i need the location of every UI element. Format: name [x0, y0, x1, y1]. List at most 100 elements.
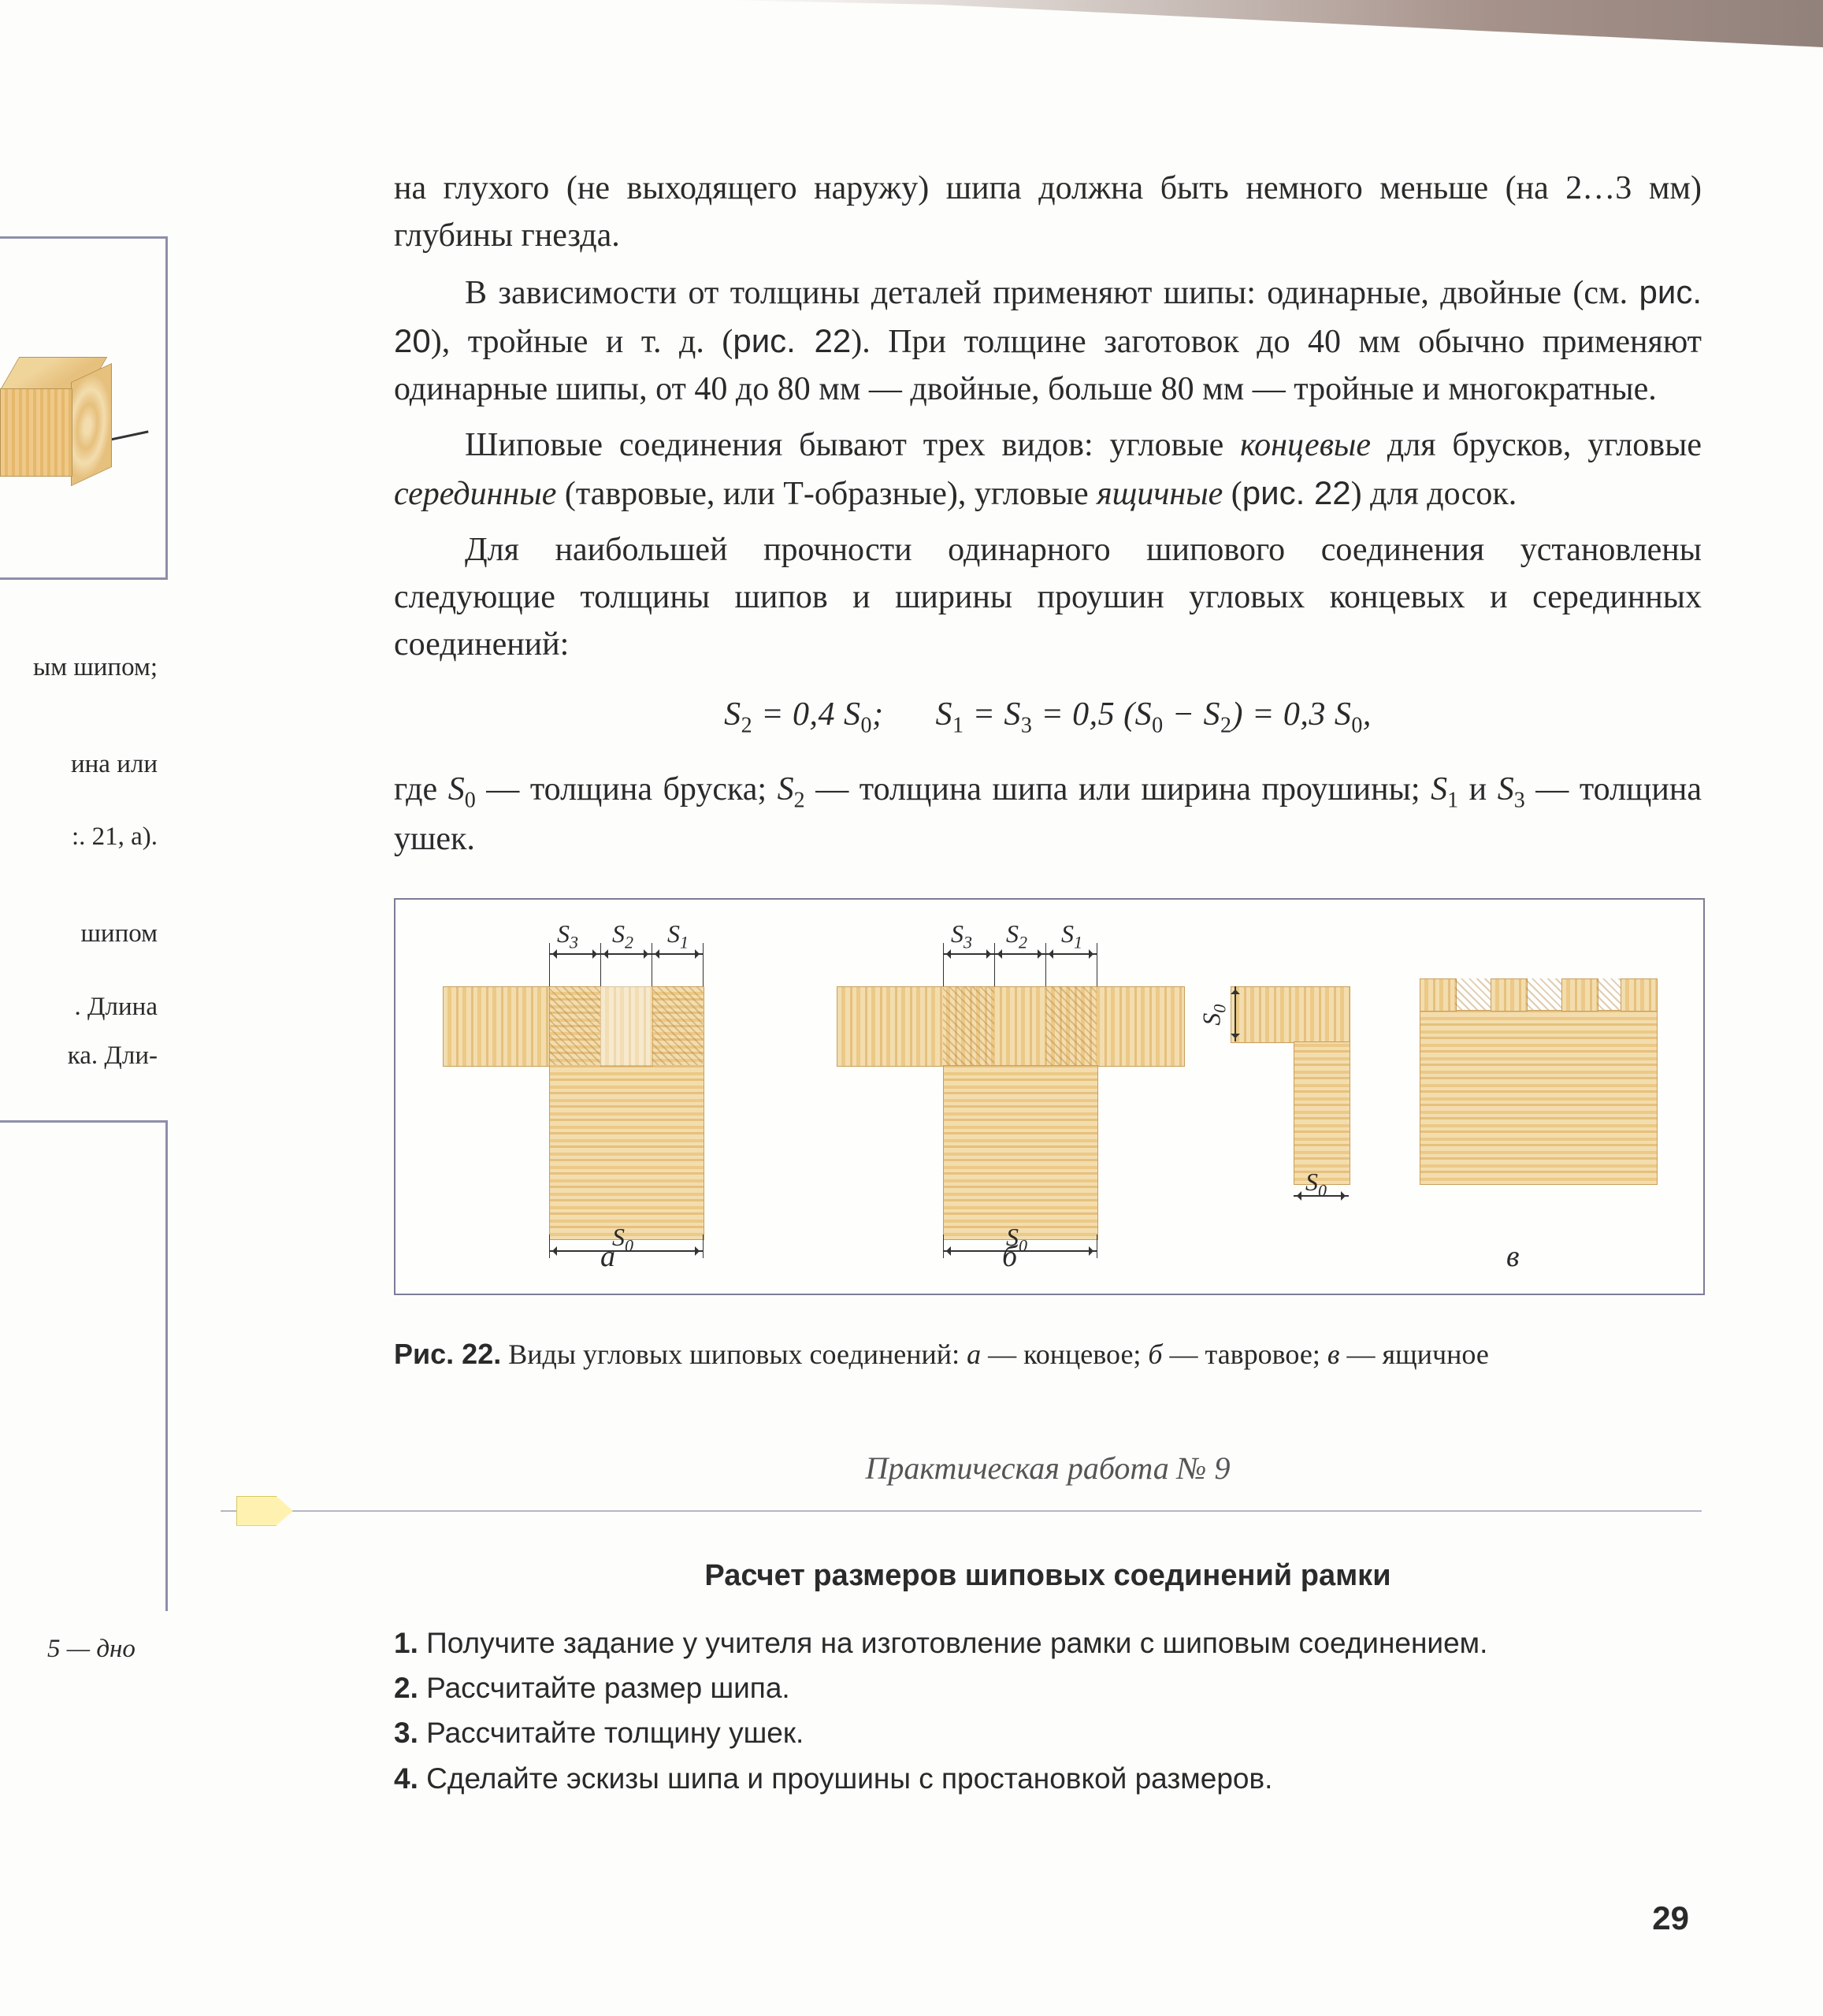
hatch [652, 986, 703, 1065]
text: (тавровые, или Т-образные), угловые [556, 476, 1097, 512]
paragraph-1: на глухого (не выходящего наружу) шипа д… [394, 165, 1702, 259]
scan-shadow [720, 0, 1823, 47]
step-2: 2. Рассчитайте размер шипа. [394, 1665, 1702, 1710]
wood-block-illustration [0, 357, 110, 475]
text: ( [1223, 476, 1242, 512]
tick [703, 1234, 704, 1258]
left-column-fragment: ым шипом; ина или :. 21, а). шипом . Дли… [0, 236, 173, 1664]
text: — ящичное [1340, 1338, 1489, 1370]
term: ящичные [1097, 476, 1223, 512]
left-lower-box [0, 1120, 168, 1611]
box-finger [1621, 978, 1658, 1012]
frag-text: ина или [0, 740, 158, 789]
dim-arrow [652, 953, 703, 955]
frag-text: . Длина [0, 982, 158, 1032]
box-finger [1420, 978, 1457, 1012]
step-text: Рассчитайте толщину ушек. [418, 1717, 804, 1749]
main-content: на глухого (не выходящего наружу) шипа д… [394, 165, 1702, 1801]
ref: рис. 22 [1242, 474, 1351, 511]
dim-arrow [600, 953, 652, 955]
figure-caption: Рис. 22. Виды угловых шиповых соединений… [394, 1335, 1702, 1374]
panel-label-c: в [1506, 1239, 1520, 1274]
fig-label: в [1327, 1338, 1340, 1370]
step-text: Получите задание у учителя на изготовлен… [418, 1627, 1488, 1659]
tick [943, 1234, 944, 1258]
caption-num: 5 [47, 1635, 61, 1663]
wood-piece [1294, 1041, 1350, 1185]
text: и [1458, 771, 1498, 808]
panel-label-a: а [600, 1239, 615, 1274]
text: — концевое; [981, 1338, 1148, 1370]
hatch [549, 986, 600, 1065]
dim-arrow [994, 953, 1045, 955]
tenon [600, 986, 653, 1067]
section-rule [394, 1496, 1702, 1528]
frag-text: ка. Дли- [0, 1031, 158, 1081]
panel-label-b: б [1002, 1239, 1017, 1274]
text: — толщина шипа или ширина проушины; [805, 771, 1431, 808]
dim-arrow-v [1235, 986, 1236, 1041]
frag-text: ым шипом; [0, 643, 158, 692]
page: ым шипом; ина или :. 21, а). шипом . Дли… [0, 0, 1823, 2016]
paragraph-2: В зависимости от толщины деталей применя… [394, 269, 1702, 413]
wood-board [1420, 1010, 1658, 1185]
text: где [394, 771, 448, 808]
figure-panel-b: S3 S2 S1 S0 б [837, 923, 1183, 1270]
dim-s1: S1 [1061, 919, 1082, 952]
text: для брусков, угловые [1371, 427, 1702, 463]
text: Для наибольшей прочности одинарного шипо… [394, 532, 1702, 662]
page-number: 29 [1652, 1899, 1689, 1937]
left-caption: 5 — дно [0, 1635, 173, 1664]
paragraph-3: Шиповые соединения бывают трех видов: уг… [394, 422, 1702, 518]
step-3: 3. Рассчитайте толщину ушек. [394, 1710, 1702, 1755]
caption-text: — дно [61, 1635, 136, 1663]
dim-s3: S3 [951, 919, 972, 952]
step-num: 4. [394, 1762, 418, 1795]
box-gap [1455, 978, 1491, 1010]
hatch [1045, 986, 1097, 1065]
paragraph-5: где S0 — толщина бруска; S2 — толщина ши… [394, 767, 1702, 863]
dim-s2: S2 [1006, 919, 1027, 952]
hatch [943, 986, 994, 1065]
text: Виды угловых шиповых соединений: [501, 1338, 967, 1370]
term: концевые [1240, 427, 1371, 463]
box-finger [1561, 978, 1598, 1012]
step-num: 1. [394, 1627, 418, 1659]
text: ), тройные и т. д. ( [431, 324, 733, 360]
dim-arrow [549, 953, 600, 955]
step-num: 3. [394, 1717, 418, 1749]
fig-num: Рис. 22. [394, 1338, 501, 1370]
wood-piece [443, 986, 551, 1067]
arrow-marker-icon [236, 1496, 293, 1526]
ref: рис. 22 [733, 322, 851, 359]
dim-s2: S2 [612, 919, 633, 952]
text: ) для досок. [1351, 476, 1517, 512]
text: на глухого (не выходящего наружу) шипа д… [394, 170, 1702, 254]
paragraph-4: Для наибольшей прочности одинарного шипо… [394, 527, 1702, 668]
step-num: 2. [394, 1672, 418, 1704]
text: — толщина бруска; [476, 771, 778, 808]
box-gap [1597, 978, 1621, 1010]
fig-label: б [1148, 1338, 1162, 1370]
frag-text: :. 21, а). [0, 812, 158, 862]
practice-title: Практическая работа № 9 [394, 1450, 1702, 1487]
text: — тавровое; [1163, 1338, 1327, 1370]
practice-steps: 1. Получите задание у учителя на изготов… [394, 1621, 1702, 1801]
left-figure-box [0, 236, 168, 580]
wood-end-face [71, 363, 112, 486]
step-text: Сделайте эскизы шипа и проушины с проста… [418, 1762, 1273, 1795]
tick [549, 1234, 550, 1258]
figure-panel-c: S0 S0 в [1231, 923, 1672, 1270]
dim-s1: S1 [667, 919, 689, 952]
practice-subtitle: Расчет размеров шиповых соединений рамки [394, 1559, 1702, 1593]
figure-panel-a: S3 S2 S1 [443, 923, 789, 1270]
step-text: Рассчитайте размер шипа. [418, 1672, 790, 1704]
formula: S2 = 0,4 S0; S1 = S3 = 0,5 (S0 − S2) = 0… [394, 696, 1702, 738]
dim-s0: S0 [1197, 1004, 1230, 1026]
dim-s0: S0 [1305, 1168, 1327, 1201]
text: Шиповые соединения бывают трех видов: уг… [465, 427, 1240, 463]
wood-piece [837, 986, 1185, 1067]
horizontal-rule [221, 1510, 1702, 1512]
text: В зависимости от толщины деталей применя… [465, 275, 1639, 311]
dim-arrow [1045, 953, 1097, 955]
